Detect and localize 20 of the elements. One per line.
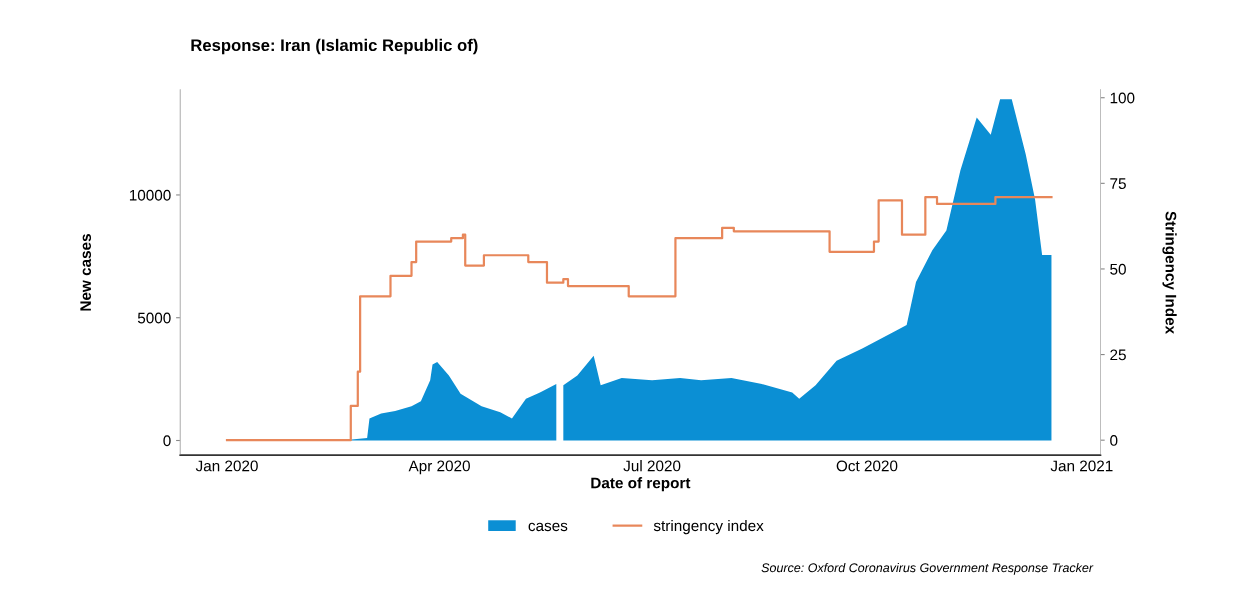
- chart-title: Response: Iran (Islamic Republic of): [191, 38, 478, 55]
- x-axis-title: Date of report: [591, 477, 691, 492]
- y2-tick-label: 100: [1110, 92, 1135, 104]
- y2-axis-title: Stringency Index: [1162, 211, 1177, 334]
- source-note: Source: Oxford Coronavirus Government Response Tracker: [761, 562, 1094, 575]
- y2-tick-label: 50: [1110, 263, 1126, 275]
- x-tick-label: Jan 2020: [195, 460, 258, 472]
- y-axis-title: New cases: [80, 234, 92, 311]
- x-tick-label: Jul 2020: [623, 460, 681, 472]
- x-tick-label: Apr 2020: [408, 460, 470, 475]
- y2-tick-label: 25: [1110, 349, 1126, 361]
- y-tick-label: 5000: [137, 312, 171, 324]
- y2-tick-label: 0: [1110, 435, 1118, 446]
- x-tick-label: Oct 2020: [836, 460, 898, 472]
- legend-label: cases: [528, 522, 568, 532]
- legend-label: stringency index: [653, 519, 764, 535]
- y-tick-label: 0: [163, 435, 171, 447]
- y-tick-label: 10000: [129, 189, 171, 201]
- y2-tick-label: 75: [1110, 178, 1126, 190]
- x-tick-label: Jan 2021: [1050, 460, 1113, 472]
